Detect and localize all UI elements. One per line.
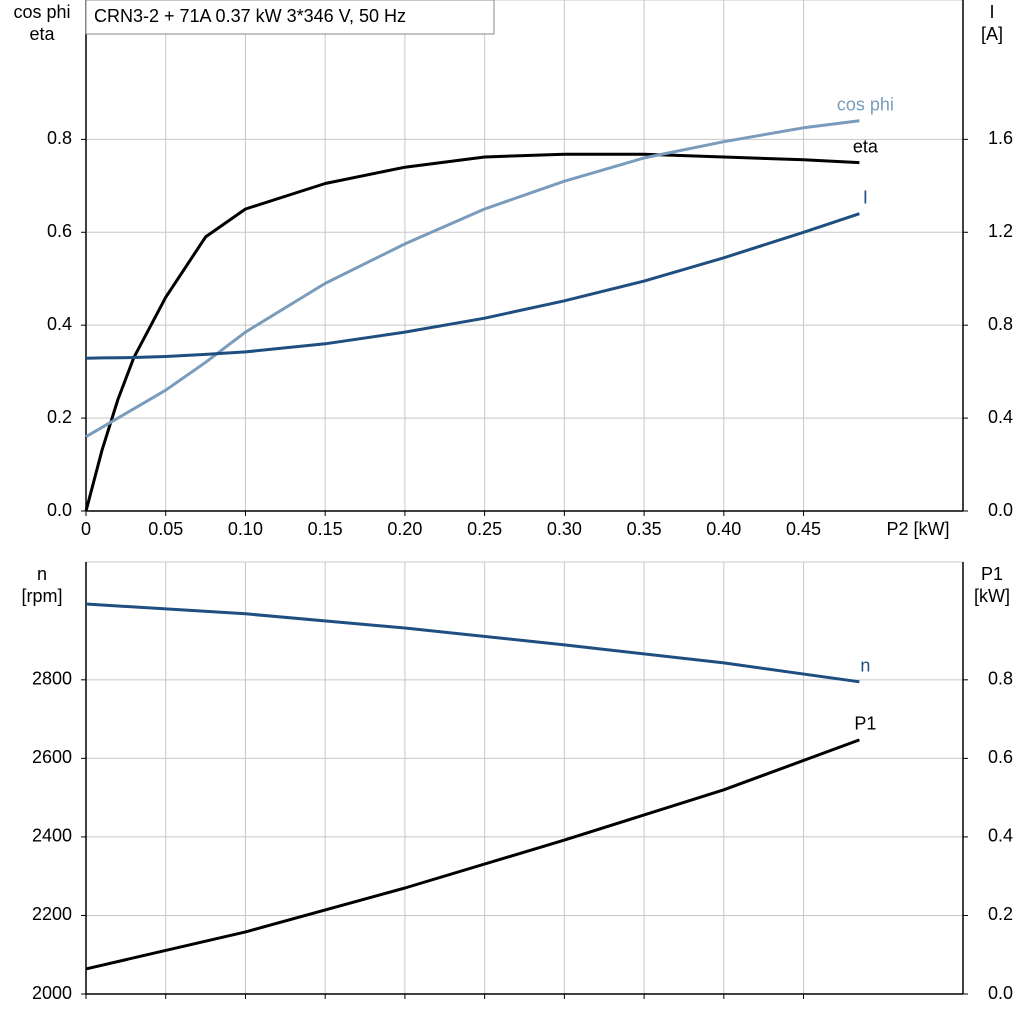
title-box <box>85 0 495 35</box>
y2-tick-label: 1.2 <box>988 221 1013 241</box>
y-tick-label: 2400 <box>32 826 72 846</box>
x-tick-label: 0.20 <box>387 519 422 539</box>
x-tick-label: 0.40 <box>706 519 741 539</box>
y2-tick-label: 0.8 <box>988 314 1013 334</box>
x-tick-label: 0 <box>81 519 91 539</box>
y2-axis-label: [A] <box>981 24 1003 44</box>
x-tick-label: 0.15 <box>308 519 343 539</box>
series-line <box>85 119 860 438</box>
x-tick-label: 0.45 <box>786 519 821 539</box>
series-line <box>85 602 860 684</box>
y2-tick-label: 0.8 <box>988 669 1013 689</box>
series-line <box>85 738 860 971</box>
y-tick-label: 2800 <box>32 669 72 689</box>
y-axis-label: [rpm] <box>21 586 62 606</box>
y2-axis-label: [kW] <box>974 586 1010 606</box>
y-tick-label: 2200 <box>32 904 72 924</box>
x-tick-label: 0.25 <box>467 519 502 539</box>
y2-tick-label: 0.4 <box>988 826 1013 846</box>
y-tick-label: 0.8 <box>47 128 72 148</box>
series-line <box>85 212 860 360</box>
y-tick-label: 0.2 <box>47 407 72 427</box>
series-line <box>84 152 860 512</box>
y2-tick-label: 0.0 <box>988 983 1013 1003</box>
series-label: P1 <box>854 714 876 734</box>
series-label: eta <box>853 136 879 156</box>
x-tick-label: 0.05 <box>148 519 183 539</box>
y-axis-label: cos phi <box>13 2 70 22</box>
plot-frame <box>85 0 964 512</box>
y2-axis-label: P1 <box>981 564 1003 584</box>
y2-tick-label: 1.6 <box>988 128 1013 148</box>
y-tick-label: 0.6 <box>47 221 72 241</box>
x-tick-label: 0.10 <box>228 519 263 539</box>
y-tick-label: 2000 <box>32 983 72 1003</box>
series-label: I <box>863 187 868 207</box>
y2-tick-label: 0.6 <box>988 747 1013 767</box>
y-tick-label: 0.4 <box>47 314 72 334</box>
chart-title: CRN3-2 + 71A 0.37 kW 3*346 V, 50 Hz <box>94 6 406 26</box>
y2-axis-label: I <box>989 2 994 22</box>
y2-tick-label: 0.4 <box>988 407 1013 427</box>
x-tick-label: 0.35 <box>627 519 662 539</box>
series-label: n <box>860 656 870 676</box>
y-tick-label: 2600 <box>32 747 72 767</box>
y2-tick-label: 0.2 <box>988 904 1013 924</box>
x-axis-label: P2 [kW] <box>886 519 949 539</box>
y-tick-label: 0.0 <box>47 500 72 520</box>
y-axis-label: eta <box>29 24 55 44</box>
x-tick-label: 0.30 <box>547 519 582 539</box>
plot-frame <box>85 561 964 995</box>
y2-tick-label: 0.0 <box>988 500 1013 520</box>
series-label: cos phi <box>837 95 894 115</box>
y-axis-label: n <box>37 564 47 584</box>
